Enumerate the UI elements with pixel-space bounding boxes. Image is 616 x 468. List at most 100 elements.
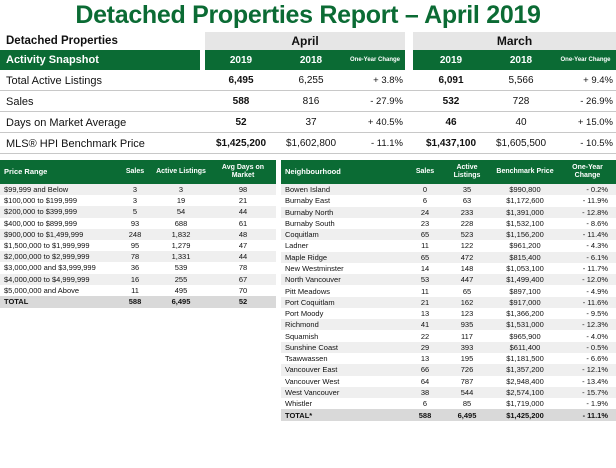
change-cell: - 0.2% <box>586 185 608 195</box>
price-table-header: Price Range Sales Active Listings Avg Da… <box>0 160 276 184</box>
benchmark-price-cell: $1,499,400 <box>506 275 544 285</box>
benchmark-price-cell: $1,531,000 <box>506 320 544 330</box>
sales-cell: 16 <box>130 274 140 284</box>
listings-cell: 1,279 <box>171 241 191 251</box>
sales-cell: 36 <box>130 263 140 273</box>
apr-2018-value: 6,255 <box>298 75 324 86</box>
days-cell: 48 <box>238 229 248 239</box>
listings-cell: 1,832 <box>171 229 191 239</box>
neighbourhood-table-header: Neighbourhood Sales Active Listings Benc… <box>281 160 616 184</box>
change-cell: - 6.6% <box>586 354 608 364</box>
sales-cell: 3 <box>132 185 138 195</box>
price-row: $400,000 to $899,999 93 688 61 <box>0 218 276 229</box>
sales-cell: 11 <box>131 285 139 295</box>
sales-cell: 64 <box>420 376 430 386</box>
sales-cell: 41 <box>420 320 430 330</box>
row-label: Total Active Listings <box>6 74 102 87</box>
apr-2018-value: 37 <box>305 117 317 128</box>
listings-cell: 162 <box>460 297 474 307</box>
neighbourhood-row: Port Coquitlam 21 162 $917,000 - 11.6% <box>281 296 616 308</box>
apr-change-value: - 11.1% <box>370 138 403 149</box>
listings-cell: 148 <box>460 263 474 273</box>
nb-col-sales: Sales <box>415 168 435 175</box>
sales-cell: 95 <box>130 241 140 251</box>
row-label: MLS® HPI Benchmark Price <box>6 137 145 150</box>
listings-cell: 19 <box>176 196 186 206</box>
price-total-sales: 588 <box>128 297 142 307</box>
listings-cell: 122 <box>460 241 474 251</box>
col-mar-2019: 2019 <box>439 54 463 66</box>
change-cell: - 4.9% <box>586 286 608 296</box>
apr-change-value: + 3.8% <box>373 75 403 86</box>
change-cell: - 8.6% <box>586 218 608 228</box>
nb-total-sales: 588 <box>418 410 432 420</box>
price-total-listings: 6,495 <box>171 297 191 307</box>
mar-2018-value: 728 <box>512 96 530 107</box>
days-cell: 78 <box>238 263 248 273</box>
change-cell: - 11.7% <box>582 263 608 273</box>
apr-2019-value: $1,425,200 <box>215 138 267 149</box>
sales-cell: 11 <box>421 241 429 251</box>
neighbourhood-row: West Vancouver 38 544 $2,574,100 - 15.7% <box>281 386 616 399</box>
days-cell: 21 <box>238 196 248 206</box>
col-mar-change: One-Year Change <box>560 56 611 63</box>
change-cell: - 15.7% <box>582 387 608 397</box>
apr-change-value: - 27.9% <box>370 96 403 107</box>
sales-cell: 3 <box>132 196 138 206</box>
row-label: Sales <box>6 95 34 108</box>
month-previous: March <box>496 34 533 48</box>
neighbourhood-row: Sunshine Coast 29 393 $611,400 - 0.5% <box>281 341 616 353</box>
price-range-table: Price Range Sales Active Listings Avg Da… <box>0 160 276 308</box>
listings-cell: 787 <box>460 376 474 386</box>
price-range-cell: $900,000 to $1,499,999 <box>4 229 84 239</box>
listings-cell: 495 <box>174 285 188 295</box>
listings-cell: 544 <box>460 387 474 397</box>
benchmark-price-cell: $2,574,100 <box>506 387 544 397</box>
listings-cell: 726 <box>460 365 474 375</box>
listings-cell: 65 <box>462 286 472 296</box>
neighbourhood-row: Port Moody 13 123 $1,366,200 - 9.5% <box>281 308 616 319</box>
apr-2019-value: 52 <box>235 117 247 128</box>
price-range-cell: $1,500,000 to $1,999,999 <box>4 241 90 251</box>
listings-cell: 255 <box>174 274 188 284</box>
sales-cell: 0 <box>422 185 428 195</box>
price-total-label: TOTAL <box>4 297 29 307</box>
sales-cell: 11 <box>421 286 429 296</box>
change-cell: - 12.1% <box>582 365 608 375</box>
listings-cell: 1,331 <box>171 252 191 262</box>
change-cell: - 11.9% <box>582 196 608 206</box>
sales-cell: 65 <box>420 252 430 262</box>
benchmark-price-cell: $1,366,200 <box>506 309 544 319</box>
neighbourhood-row: Ladner 11 122 $961,200 - 4.3% <box>281 240 616 251</box>
benchmark-price-cell: $1,172,600 <box>506 196 544 206</box>
neighbourhood-name-cell: Bowen Island <box>285 185 331 195</box>
days-cell: 47 <box>238 241 248 251</box>
listings-cell: 523 <box>460 230 474 240</box>
nb-total-change: - 11.1% <box>582 410 608 420</box>
subheader-label: Activity Snapshot <box>6 54 99 66</box>
benchmark-price-cell: $965,900 <box>509 331 541 341</box>
benchmark-price-cell: $1,357,200 <box>506 365 544 375</box>
sales-cell: 93 <box>130 218 140 228</box>
listings-cell: 935 <box>460 320 474 330</box>
neighbourhood-row: Tsawwassen 13 195 $1,181,500 - 6.6% <box>281 353 616 364</box>
days-cell: 67 <box>238 274 248 284</box>
price-range-cell: $4,000,000 to $4,999,999 <box>4 274 90 284</box>
nb-col-listings: Active Listings <box>453 164 481 179</box>
price-range-cell: $5,000,000 and Above <box>4 285 80 295</box>
neighbourhood-row: Richmond 41 935 $1,531,000 - 12.3% <box>281 319 616 331</box>
mar-change-value: - 10.5% <box>580 138 613 149</box>
price-total-row: TOTAL 588 6,495 52 <box>0 295 276 308</box>
neighbourhood-name-cell: Richmond <box>285 320 319 330</box>
neighbourhood-name-cell: Maple Ridge <box>285 252 328 262</box>
neighbourhood-row: Burnaby East 6 63 $1,172,600 - 11.9% <box>281 195 616 206</box>
nb-total-listings: 6,495 <box>457 410 477 420</box>
price-row: $4,000,000 to $4,999,999 16 255 67 <box>0 273 276 285</box>
nb-total-label: TOTAL* <box>285 410 313 420</box>
change-cell: - 12.3% <box>582 320 608 330</box>
change-cell: - 0.5% <box>586 342 608 352</box>
change-cell: - 11.4% <box>582 230 608 240</box>
benchmark-price-cell: $917,000 <box>509 297 541 307</box>
apr-change-value: + 40.5% <box>367 117 403 128</box>
days-cell: 44 <box>238 252 248 262</box>
